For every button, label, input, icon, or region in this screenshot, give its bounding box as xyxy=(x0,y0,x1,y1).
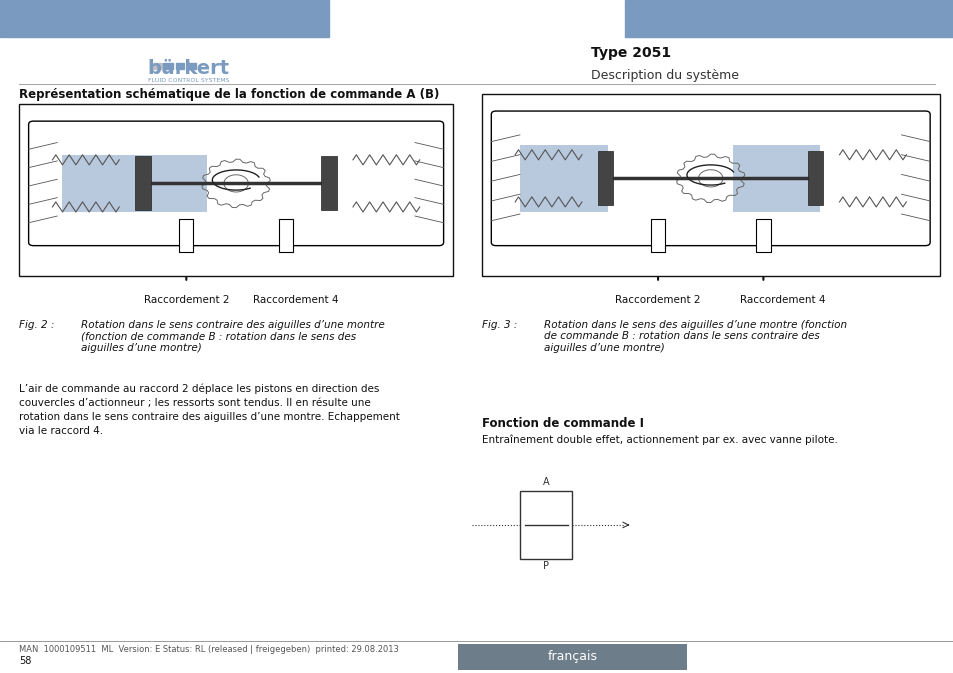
Text: Fonction de commande I: Fonction de commande I xyxy=(481,417,643,430)
Bar xyxy=(519,145,607,212)
Bar xyxy=(19,104,453,276)
Text: Raccordement 2: Raccordement 2 xyxy=(143,295,229,305)
Bar xyxy=(598,151,613,205)
Bar xyxy=(807,151,822,205)
Text: bürkert: bürkert xyxy=(148,59,230,78)
Bar xyxy=(187,63,195,69)
Text: 58: 58 xyxy=(19,656,31,666)
Bar xyxy=(732,145,820,212)
Text: L’air de commande au raccord 2 déplace les pistons en direction des
couvercles d: L’air de commande au raccord 2 déplace l… xyxy=(19,384,399,436)
Text: Raccordement 4: Raccordement 4 xyxy=(739,295,824,305)
Bar xyxy=(175,63,184,69)
Bar xyxy=(481,94,939,276)
Text: Raccordement 2: Raccordement 2 xyxy=(615,295,700,305)
Bar xyxy=(321,157,336,210)
Bar xyxy=(152,63,161,69)
Bar xyxy=(624,0,953,37)
Bar xyxy=(179,219,193,252)
Bar xyxy=(164,63,172,69)
Text: Rotation dans le sens des aiguilles d’une montre (fonction
de commande B : rotat: Rotation dans le sens des aiguilles d’un… xyxy=(543,320,846,353)
Bar xyxy=(0,0,329,37)
Text: Rotation dans le sens contraire des aiguilles d’une montre
(fonction de commande: Rotation dans le sens contraire des aigu… xyxy=(81,320,384,353)
Text: Fig. 2 :: Fig. 2 : xyxy=(19,320,54,330)
FancyBboxPatch shape xyxy=(29,121,443,246)
Text: Fig. 3 :: Fig. 3 : xyxy=(481,320,517,330)
Text: Type 2051: Type 2051 xyxy=(591,46,671,60)
Bar xyxy=(519,491,572,559)
Bar xyxy=(650,219,664,252)
Bar xyxy=(457,644,686,670)
Text: MAN  1000109511  ML  Version: E Status: RL (released | freigegeben)  printed: 29: MAN 1000109511 ML Version: E Status: RL … xyxy=(19,645,398,654)
FancyBboxPatch shape xyxy=(491,111,929,246)
Text: A: A xyxy=(542,476,549,487)
Text: Représentation schématique de la fonction de commande A (B): Représentation schématique de la fonctio… xyxy=(19,87,439,100)
Text: FLUID CONTROL SYSTEMS: FLUID CONTROL SYSTEMS xyxy=(148,78,229,83)
Text: Entraînement double effet, actionnement par ex. avec vanne pilote.: Entraînement double effet, actionnement … xyxy=(481,434,837,445)
Text: Raccordement 4: Raccordement 4 xyxy=(253,295,338,305)
Bar xyxy=(756,219,770,252)
Bar xyxy=(62,155,207,212)
Text: français: français xyxy=(547,650,597,664)
Bar xyxy=(135,157,151,210)
Bar xyxy=(278,219,293,252)
Text: P: P xyxy=(542,561,549,571)
Text: Description du système: Description du système xyxy=(591,69,739,82)
